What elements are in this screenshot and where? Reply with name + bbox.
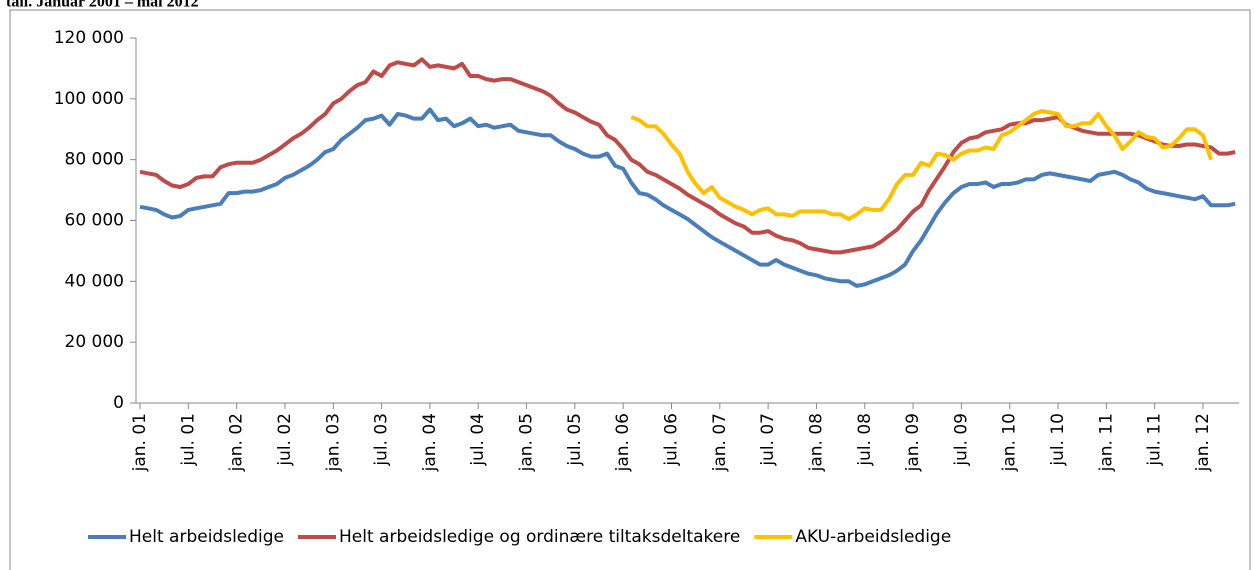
x-tick-label: jul. 11	[1145, 413, 1165, 467]
x-tick-label: jan. 06	[613, 413, 633, 472]
chart-frame	[9, 9, 1251, 570]
x-tick-label: jan. 09	[903, 413, 923, 472]
legend-label: Helt arbeidsledige	[129, 527, 284, 547]
series-line	[139, 57, 1236, 255]
x-tick-label: jul. 06	[662, 413, 682, 467]
x-tick-label: jan. 07	[710, 413, 730, 472]
y-tick-label: 40 000	[65, 271, 124, 291]
x-tick-label: jul. 10	[1048, 413, 1068, 467]
legend-label: Helt arbeidsledige og ordinære tiltaksde…	[339, 527, 740, 547]
x-tick-label: jul. 09	[951, 413, 971, 467]
x-tick-label: jul. 07	[758, 413, 778, 467]
x-tick-label: jul. 01	[178, 413, 198, 467]
chart-title: tall. Januar 2001 – mai 2012	[6, 0, 199, 11]
x-tick-label: jan. 04	[420, 413, 440, 472]
x-tick-label: jan. 08	[806, 413, 826, 472]
x-tick-label: jan. 12	[1193, 413, 1213, 472]
y-tick-label: 80 000	[65, 150, 124, 170]
series-line	[139, 107, 1236, 288]
legend-label: AKU-arbeidsledige	[795, 527, 951, 547]
x-tick-label: jan. 01	[130, 413, 150, 472]
series-line	[630, 109, 1213, 221]
x-tick-label: jan. 10	[1000, 413, 1020, 472]
x-tick-label: jan. 05	[517, 413, 537, 472]
x-tick-label: jul. 02	[275, 413, 295, 467]
x-tick-label: jul. 08	[855, 413, 875, 467]
x-tick-label: jan. 11	[1096, 413, 1116, 472]
y-tick-label: 60 000	[65, 211, 124, 231]
y-tick-label: 120 000	[54, 28, 124, 48]
x-tick-label: jul. 03	[372, 413, 392, 467]
x-tick-label: jul. 05	[565, 413, 585, 467]
x-tick-label: jul. 04	[468, 413, 488, 467]
y-tick-label: 20 000	[65, 332, 124, 352]
x-tick-label: jan. 03	[323, 413, 343, 472]
y-tick-label: 0	[113, 393, 124, 413]
y-tick-label: 100 000	[54, 89, 124, 109]
x-tick-label: jan. 02	[227, 413, 247, 472]
